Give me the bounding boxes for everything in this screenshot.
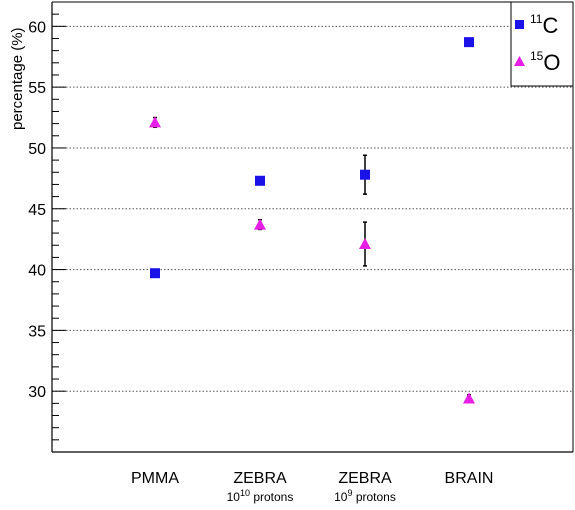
data-marks [149, 37, 475, 404]
data-point-15O [149, 116, 161, 128]
grid-lines [52, 25, 573, 392]
category-sublabel: 1010 protons [227, 488, 294, 504]
legend-label: 11C [530, 12, 558, 38]
y-tick-label: 30 [28, 384, 46, 401]
y-axis-title: percentage (%) [9, 27, 26, 130]
y-tick-label: 50 [28, 141, 46, 158]
data-point-11C [150, 268, 160, 279]
data-point-15O [463, 392, 475, 404]
data-point-11C [255, 175, 265, 186]
data-point-15O [254, 218, 266, 230]
legend-marker-square [515, 20, 524, 29]
category-label: PMMA [131, 470, 179, 487]
data-point-11C [464, 37, 474, 48]
y-tick-label: 40 [28, 263, 46, 280]
y-tick-label: 60 [28, 19, 46, 36]
plot-frame [51, 1, 574, 453]
legend-box [510, 1, 574, 87]
data-point-15O [359, 238, 371, 250]
legend-label: 15O [530, 49, 560, 75]
category-label: ZEBRA [233, 470, 287, 487]
y-ticks: 30 35 40 45 50 55 60 [28, 1, 66, 453]
y-tick-label: 55 [28, 80, 46, 97]
y-tick-label: 45 [28, 202, 46, 219]
legend-marker-triangle [514, 56, 525, 66]
y-tick-label: 35 [28, 323, 46, 340]
category-label: ZEBRA [338, 470, 392, 487]
category-label: BRAIN [445, 470, 494, 487]
category-sublabel: 109 protons [334, 488, 396, 504]
data-point-11C [360, 169, 370, 180]
